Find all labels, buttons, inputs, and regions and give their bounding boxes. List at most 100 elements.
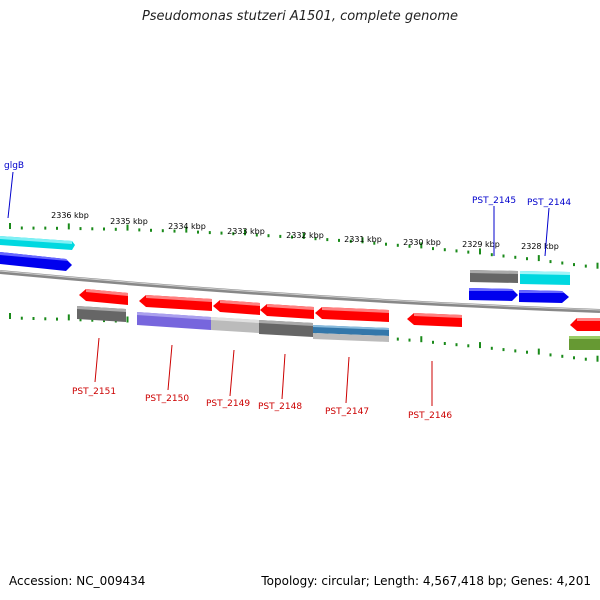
scale-label: 2332 kbp bbox=[286, 231, 324, 240]
minor-tick bbox=[549, 353, 552, 357]
minor-tick bbox=[197, 230, 199, 234]
major-tick bbox=[537, 255, 540, 262]
minor-tick bbox=[514, 349, 517, 353]
gene-PST_2146-red[interactable] bbox=[407, 313, 462, 327]
minor-tick bbox=[79, 318, 82, 322]
gene-PST_2148-red[interactable] bbox=[260, 304, 314, 319]
gene-label-glgB[interactable]: glgB bbox=[4, 161, 24, 171]
scale-label: 2328 kbp bbox=[521, 242, 559, 251]
minor-tick bbox=[56, 317, 58, 321]
minor-tick bbox=[267, 234, 270, 238]
major-tick bbox=[126, 224, 129, 231]
forward-gene-labels: glgB PST_2145 PST_2144 bbox=[4, 161, 571, 208]
minor-tick bbox=[561, 354, 564, 358]
minor-tick bbox=[279, 234, 282, 238]
gene-PST_2150-purple[interactable] bbox=[137, 312, 211, 330]
gene-glgB-cyan[interactable] bbox=[0, 236, 75, 250]
minor-tick bbox=[32, 317, 35, 320]
gene-PST_2150-red[interactable] bbox=[139, 295, 212, 311]
major-tick bbox=[185, 226, 188, 233]
gene-PST_2149-red[interactable] bbox=[213, 300, 260, 315]
accession-text: Accession: NC_009434 bbox=[9, 574, 146, 588]
minor-tick bbox=[526, 257, 528, 261]
minor-tick bbox=[326, 238, 329, 242]
gene-PST_2147-red[interactable] bbox=[315, 307, 389, 322]
minor-tick bbox=[255, 233, 258, 237]
outer-tick-track bbox=[9, 223, 599, 269]
gene-PST_2151-red[interactable] bbox=[79, 289, 128, 305]
gene-PST_2144-blue[interactable] bbox=[519, 290, 569, 303]
minor-tick bbox=[20, 226, 23, 230]
minor-tick bbox=[44, 226, 47, 230]
gene-label-PST_2147[interactable]: PST_2147 bbox=[325, 407, 369, 417]
minor-tick bbox=[396, 243, 399, 247]
gene-glgB-blue[interactable] bbox=[0, 252, 72, 271]
minor-tick bbox=[490, 253, 493, 257]
minor-tick bbox=[455, 343, 458, 347]
major-tick bbox=[302, 232, 305, 239]
genome-backbone bbox=[0, 270, 600, 313]
gene-PST_2147-steelblue[interactable] bbox=[313, 325, 389, 342]
major-tick bbox=[420, 242, 423, 249]
minor-tick bbox=[91, 318, 94, 322]
minor-tick bbox=[490, 346, 493, 350]
minor-tick bbox=[396, 337, 399, 341]
gene-edge-red[interactable] bbox=[570, 318, 600, 331]
forward-strand-genes bbox=[0, 236, 570, 303]
gene-label-PST_2145[interactable]: PST_2145 bbox=[472, 196, 516, 206]
genome-backbone-highlight bbox=[0, 270, 600, 311]
scale-label: 2330 kbp bbox=[403, 238, 441, 247]
major-tick bbox=[67, 314, 70, 321]
minor-tick bbox=[220, 231, 223, 235]
minor-tick bbox=[314, 237, 317, 241]
gene-label-PST_2150[interactable]: PST_2150 bbox=[145, 394, 189, 404]
minor-tick bbox=[208, 231, 211, 235]
scale-label: 2333 kbp bbox=[227, 227, 265, 236]
minor-tick bbox=[502, 254, 505, 258]
gene-label-PST_2149[interactable]: PST_2149 bbox=[206, 399, 250, 409]
minor-tick bbox=[455, 249, 458, 253]
gene-label-PST_2148[interactable]: PST_2148 bbox=[258, 402, 302, 412]
minor-tick bbox=[443, 342, 446, 345]
gene-PST_2145-blue[interactable] bbox=[469, 288, 518, 301]
minor-tick bbox=[91, 227, 94, 231]
map-title: Pseudomonas stutzeri A1501, complete gen… bbox=[141, 9, 459, 24]
major-tick bbox=[596, 355, 599, 362]
major-tick bbox=[67, 223, 70, 230]
minor-tick bbox=[467, 250, 470, 254]
minor-tick bbox=[338, 238, 340, 242]
gene-leader-lines bbox=[7, 171, 550, 406]
scale-labels: 2336 kbp 2335 kbp 2334 kbp 2333 kbp 2332… bbox=[51, 211, 559, 251]
gene-PST_2145-gray[interactable] bbox=[470, 270, 518, 283]
minor-tick bbox=[349, 239, 352, 243]
minor-tick bbox=[79, 227, 82, 231]
minor-tick bbox=[32, 226, 35, 230]
major-tick bbox=[244, 229, 246, 236]
gene-PST_2144-cyan[interactable] bbox=[520, 271, 570, 285]
minor-tick bbox=[573, 356, 575, 360]
gene-label-PST_2144[interactable]: PST_2144 bbox=[527, 198, 571, 208]
major-tick bbox=[9, 223, 11, 229]
major-tick bbox=[537, 348, 540, 355]
minor-tick bbox=[549, 260, 552, 264]
minor-tick bbox=[467, 344, 470, 348]
minor-tick bbox=[502, 348, 505, 352]
minor-tick bbox=[584, 357, 587, 361]
major-tick bbox=[9, 313, 11, 319]
gene-PST_2151-gray[interactable] bbox=[77, 306, 126, 322]
gene-label-PST_2151[interactable]: PST_2151 bbox=[72, 387, 116, 397]
minor-tick bbox=[573, 263, 575, 267]
minor-tick bbox=[584, 264, 587, 268]
gene-PST_2148-gray[interactable] bbox=[259, 320, 313, 337]
minor-tick bbox=[56, 226, 58, 230]
scale-label: 2329 kbp bbox=[462, 240, 500, 249]
minor-tick bbox=[44, 317, 47, 321]
gene-PST_2149-lightgray[interactable] bbox=[211, 317, 259, 333]
minor-tick bbox=[232, 232, 235, 236]
gene-label-PST_2146[interactable]: PST_2146 bbox=[408, 411, 452, 421]
minor-tick bbox=[173, 229, 176, 233]
gene-edge-olive[interactable] bbox=[569, 336, 600, 350]
major-tick bbox=[420, 336, 423, 343]
major-tick bbox=[126, 316, 129, 323]
